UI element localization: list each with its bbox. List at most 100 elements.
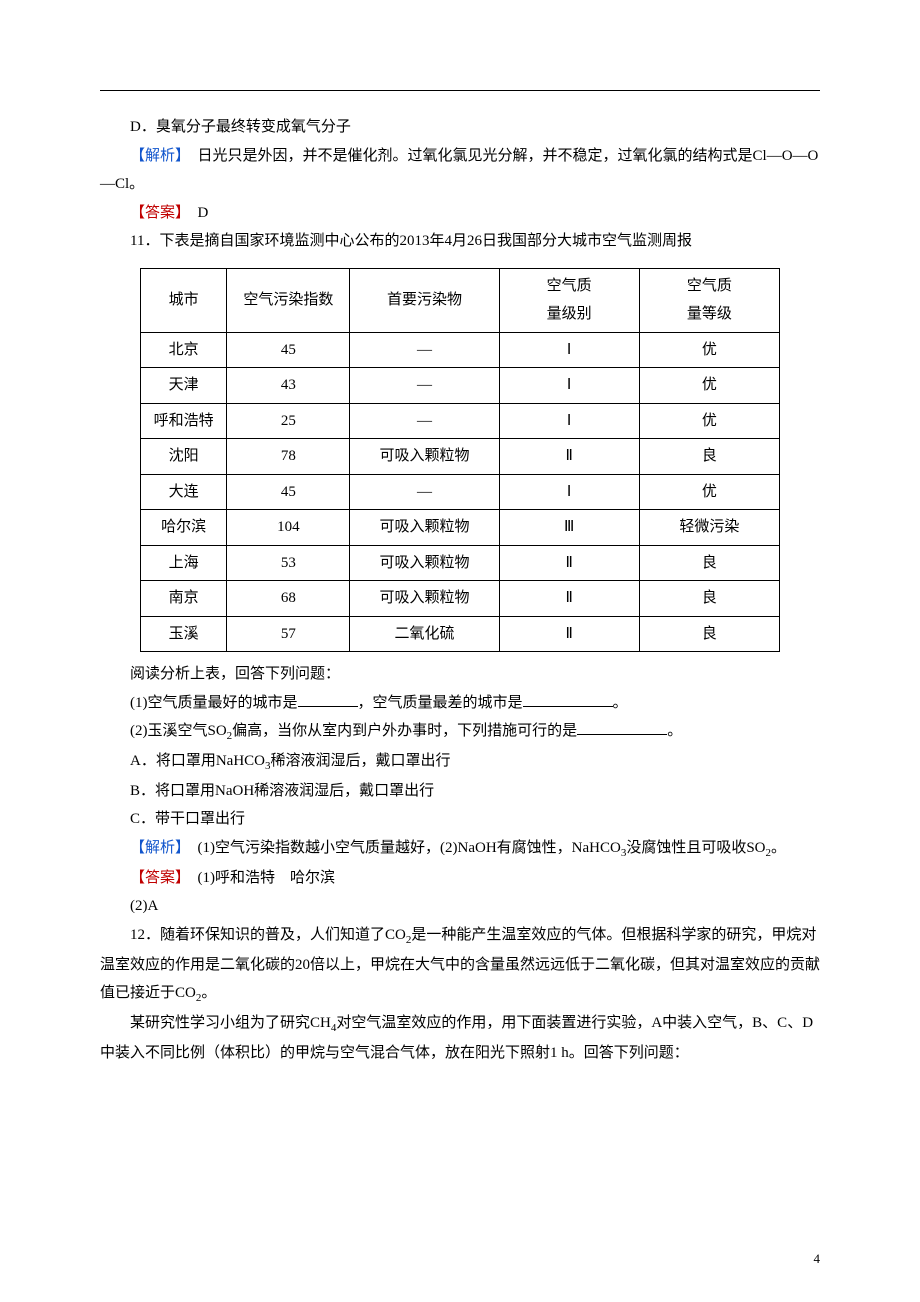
top-rule: [100, 90, 820, 91]
q12-stem: 12．随着环保知识的普及，人们知道了CO2是一种能产生温室效应的气体。但根据科学…: [100, 921, 820, 1009]
q10-answer-text: D: [198, 205, 209, 221]
q11-p1-b: ，空气质量最差的城市是: [358, 695, 523, 711]
q11-optA-b: 稀溶液润湿后，戴口罩出行: [271, 753, 451, 769]
table-cell: 优: [639, 368, 779, 404]
table-cell: 45: [227, 332, 350, 368]
table-cell: 二氧化硫: [350, 616, 499, 652]
table-cell: 53: [227, 545, 350, 581]
table-cell: 43: [227, 368, 350, 404]
q11-answer1: (1)呼和浩特 哈尔滨: [198, 870, 336, 886]
q11-p2-b: 偏高，当你从室内到户外办事时，下列措施可行的是: [232, 723, 577, 739]
q11-analysis: 【解析】 (1)空气污染指数越小空气质量越好，(2)NaOH有腐蚀性，NaHCO…: [100, 834, 820, 864]
table-cell: —: [350, 474, 499, 510]
q10-analysis-text: 日光只是外因，并不是催化剂。过氧化氯见光分解，并不稳定，过氧化氯的结构式是Cl—…: [100, 148, 818, 193]
table-cell: 沈阳: [141, 439, 227, 475]
table-cell: —: [350, 368, 499, 404]
q11-p2-c: 。: [667, 723, 682, 739]
table-cell: Ⅰ: [499, 368, 639, 404]
table-cell: 良: [639, 616, 779, 652]
table-head: 城市空气污染指数首要污染物空气质量级别空气质量等级: [141, 268, 780, 332]
q11-part1: (1)空气质量最好的城市是 ，空气质量最差的城市是 。: [100, 689, 820, 718]
table-cell: 104: [227, 510, 350, 546]
table-cell: —: [350, 403, 499, 439]
table-header-cell: 首要污染物: [350, 268, 499, 332]
q10-analysis: 【解析】 日光只是外因，并不是催化剂。过氧化氯见光分解，并不稳定，过氧化氯的结构…: [100, 142, 820, 199]
q11-answer-line2: (2)A: [100, 892, 820, 921]
table-row: 呼和浩特25—Ⅰ优: [141, 403, 780, 439]
table-row: 南京68可吸入颗粒物Ⅱ良: [141, 581, 780, 617]
q12-p2-a: 某研究性学习小组为了研究CH: [130, 1015, 331, 1031]
table-cell: Ⅰ: [499, 332, 639, 368]
table-cell: 可吸入颗粒物: [350, 581, 499, 617]
table-cell: 57: [227, 616, 350, 652]
answer-label: 【答案】: [130, 205, 183, 221]
table-cell: 良: [639, 581, 779, 617]
table-cell: 天津: [141, 368, 227, 404]
table-header-cell: 城市: [141, 268, 227, 332]
q11-p2-a: (2)玉溪空气SO: [130, 723, 227, 739]
page-number: 4: [814, 1247, 821, 1272]
q11-opt-c: C．带干口罩出行: [100, 805, 820, 834]
blank-1: [298, 691, 358, 707]
table-row: 大连45—Ⅰ优: [141, 474, 780, 510]
q11-analysis-b: 没腐蚀性且可吸收SO: [626, 840, 765, 856]
table-row: 天津43—Ⅰ优: [141, 368, 780, 404]
table-cell: 南京: [141, 581, 227, 617]
q12-stem-c: 。: [201, 985, 216, 1001]
answer-label: 【答案】: [130, 870, 183, 886]
q11-p1-a: (1)空气质量最好的城市是: [130, 695, 298, 711]
table-cell: 优: [639, 403, 779, 439]
table-cell: 良: [639, 545, 779, 581]
table-row: 北京45—Ⅰ优: [141, 332, 780, 368]
table-cell: —: [350, 332, 499, 368]
table-cell: 呼和浩特: [141, 403, 227, 439]
table-cell: 上海: [141, 545, 227, 581]
table-cell: 78: [227, 439, 350, 475]
table-header-cell: 空气污染指数: [227, 268, 350, 332]
blank-2: [523, 691, 613, 707]
analysis-label: 【解析】: [130, 840, 183, 856]
q12-stem-a: 12．随着环保知识的普及，人们知道了CO: [130, 927, 406, 943]
table-cell: Ⅰ: [499, 474, 639, 510]
q11-after-table: 阅读分析上表，回答下列问题：: [100, 660, 820, 689]
q11-optA-a: A．将口罩用NaHCO: [130, 753, 265, 769]
table-row: 沈阳78可吸入颗粒物Ⅱ良: [141, 439, 780, 475]
table-cell: Ⅱ: [499, 581, 639, 617]
table-row: 哈尔滨104可吸入颗粒物Ⅲ轻微污染: [141, 510, 780, 546]
table-cell: 北京: [141, 332, 227, 368]
table-cell: 优: [639, 474, 779, 510]
q12-p2: 某研究性学习小组为了研究CH4对空气温室效应的作用，用下面装置进行实验，A中装入…: [100, 1009, 820, 1067]
table-cell: 可吸入颗粒物: [350, 439, 499, 475]
table-cell: 可吸入颗粒物: [350, 510, 499, 546]
q11-opt-a: A．将口罩用NaHCO3稀溶液润湿后，戴口罩出行: [100, 747, 820, 777]
q11-answer-line1: 【答案】 (1)呼和浩特 哈尔滨: [100, 864, 820, 893]
table-row: 上海53可吸入颗粒物Ⅱ良: [141, 545, 780, 581]
q11-part2: (2)玉溪空气SO2偏高，当你从室内到户外办事时，下列措施可行的是。: [100, 717, 820, 747]
table-cell: 45: [227, 474, 350, 510]
analysis-label: 【解析】: [130, 148, 183, 164]
table-cell: 68: [227, 581, 350, 617]
table-header-row: 城市空气污染指数首要污染物空气质量级别空气质量等级: [141, 268, 780, 332]
table-row: 玉溪57二氧化硫Ⅱ良: [141, 616, 780, 652]
q10-answer: 【答案】 D: [100, 199, 820, 228]
table-cell: 大连: [141, 474, 227, 510]
table-cell: 优: [639, 332, 779, 368]
table-header-cell: 空气质量级别: [499, 268, 639, 332]
q11-analysis-c: 。: [771, 840, 786, 856]
page-container: D．臭氧分子最终转变成氧气分子 【解析】 日光只是外因，并不是催化剂。过氧化氯见…: [0, 0, 920, 1302]
q11-p1-c: 。: [613, 695, 628, 711]
q11-analysis-a: (1)空气污染指数越小空气质量越好，(2)NaOH有腐蚀性，NaHCO: [183, 840, 621, 856]
q11-stem: 11．下表是摘自国家环境监测中心公布的2013年4月26日我国部分大城市空气监测…: [100, 227, 820, 256]
table-cell: Ⅰ: [499, 403, 639, 439]
table-cell: Ⅱ: [499, 439, 639, 475]
table-cell: Ⅲ: [499, 510, 639, 546]
table-cell: 可吸入颗粒物: [350, 545, 499, 581]
table-cell: 玉溪: [141, 616, 227, 652]
table-cell: 25: [227, 403, 350, 439]
table-header-cell: 空气质量等级: [639, 268, 779, 332]
table-cell: 轻微污染: [639, 510, 779, 546]
table-cell: Ⅱ: [499, 545, 639, 581]
table-cell: Ⅱ: [499, 616, 639, 652]
q10-option-d: D．臭氧分子最终转变成氧气分子: [100, 113, 820, 142]
q11-opt-b: B．将口罩用NaOH稀溶液润湿后，戴口罩出行: [100, 777, 820, 806]
